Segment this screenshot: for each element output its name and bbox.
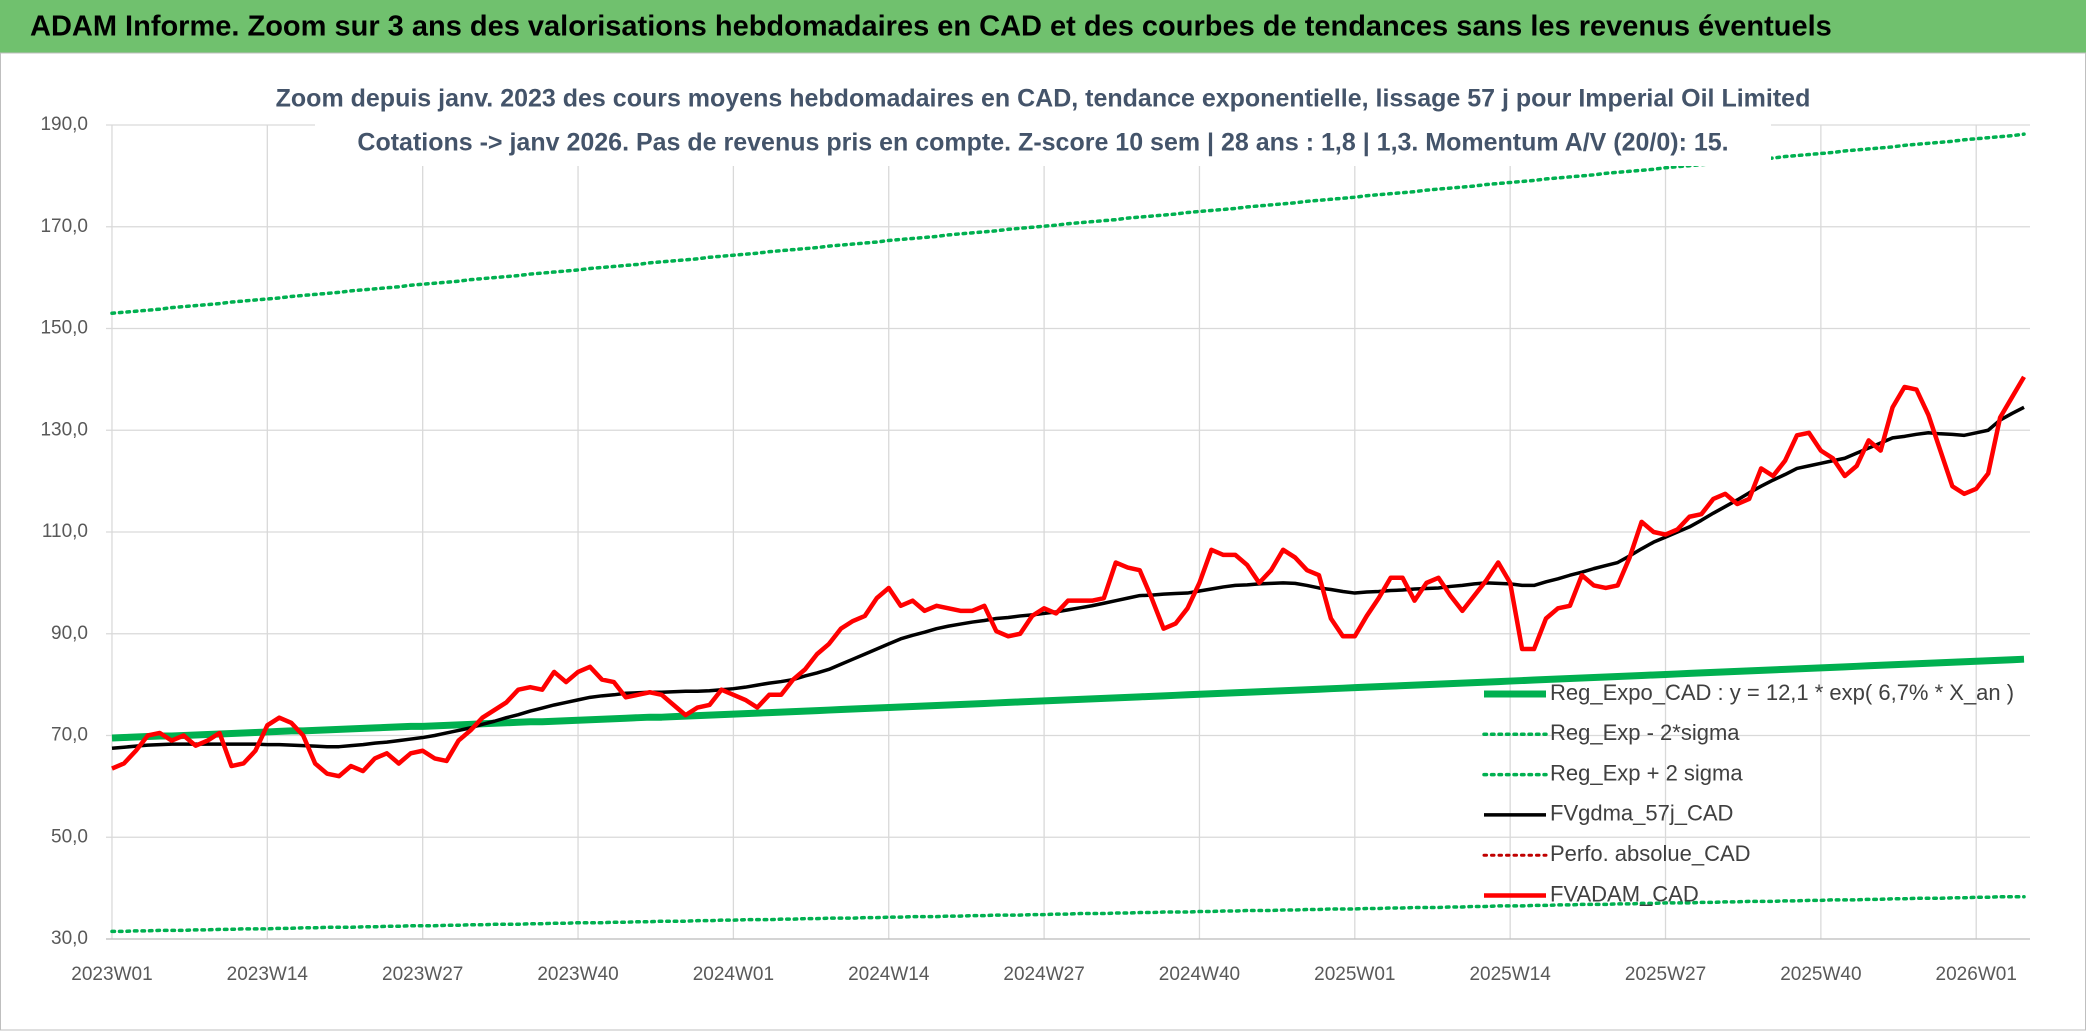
page-title: ADAM Informe. Zoom sur 3 ans des valoris… [30,11,1832,43]
y-tick-label: 170,0 [40,216,88,237]
y-tick-label: 30,0 [51,928,88,949]
legend-label: Reg_Exp + 2 sigma [1550,760,1743,785]
y-tick-label: 130,0 [40,419,88,440]
legend-label: Reg_Expo_CAD : y = 12,1 * exp( 6,7% * X_… [1550,680,2014,705]
subtitle-box [315,78,1771,166]
series-line [111,375,2026,779]
chart-subtitle: Cotations -> janv 2026. Pas de revenus p… [357,129,1728,157]
x-tick-label: 2026W01 [1936,964,2017,985]
x-tick-label: 2024W14 [848,964,930,985]
x-tick-label: 2025W27 [1625,964,1706,985]
series-line [110,895,2026,934]
x-tick-label: 2025W14 [1469,964,1551,985]
series-line [111,405,2025,750]
y-tick-label: 150,0 [40,318,88,339]
x-tick-label: 2024W01 [693,964,774,985]
x-tick-label: 2023W27 [382,964,463,985]
y-tick-label: 110,0 [42,521,88,542]
y-tick-label: 190,0 [40,114,88,135]
y-tick-label: 70,0 [51,725,88,746]
x-tick-label: 2023W14 [227,964,309,985]
header-bar [0,0,2086,53]
legend-label: Reg_Exp - 2*sigma [1550,720,1740,745]
x-tick-label: 2024W27 [1003,964,1084,985]
legend-label: FVADAM_CAD [1550,881,1699,906]
legend-label: Perfo. absolue_CAD [1550,841,1751,866]
x-tick-label: 2025W40 [1780,964,1861,985]
x-tick-label: 2023W40 [537,964,618,985]
x-tick-label: 2025W01 [1314,964,1395,985]
x-tick-label: 2024W40 [1159,964,1240,985]
x-tick-label: 2023W01 [71,964,152,985]
y-tick-label: 90,0 [51,623,88,644]
series-line [111,655,2025,742]
legend-label: FVgdma_57j_CAD [1550,801,1733,826]
y-tick-label: 50,0 [51,826,88,847]
chart-subtitle: Zoom depuis janv. 2023 des cours moyens … [276,85,1811,113]
